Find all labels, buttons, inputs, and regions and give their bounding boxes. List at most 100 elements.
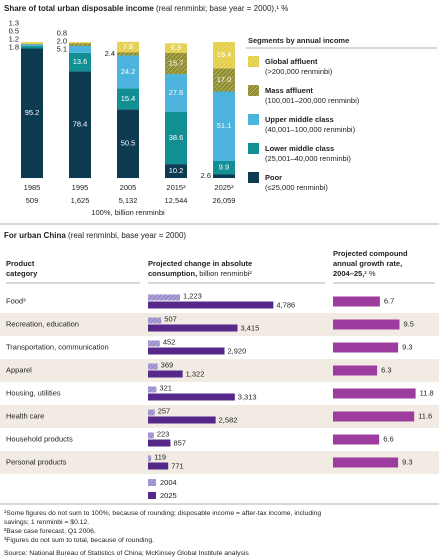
header: Projected compound: [333, 249, 408, 258]
value-label: 9.9: [219, 163, 229, 172]
legend-range: (>200,000 renminbi): [265, 67, 333, 76]
value-label: 369: [161, 360, 174, 369]
value-label: 1,322: [186, 369, 205, 378]
value-label: 507: [164, 314, 177, 323]
title: For urban China: [4, 231, 66, 240]
legend-swatch: [248, 143, 259, 154]
bar-segment: [213, 91, 235, 161]
value-label: 771: [171, 461, 184, 470]
value-label: 1.3: [9, 18, 19, 27]
footnote: ¹Some figures do not sum to 100%, becaus…: [4, 510, 321, 517]
x-tick-label: 1985: [24, 183, 41, 192]
legend-range: (≤25,000 renminbi): [265, 183, 328, 192]
header: Product: [6, 259, 35, 268]
value-label: 223: [157, 429, 170, 438]
growth-bar: [333, 434, 380, 445]
bar-2025: [148, 416, 216, 424]
row-band: [0, 451, 439, 474]
value-label: 1.2: [9, 34, 19, 43]
growth-bar: [333, 319, 400, 330]
growth-bar: [333, 411, 415, 422]
bar-segment: [21, 46, 43, 49]
legend-label: 2004: [160, 478, 177, 487]
hatch: [165, 52, 187, 75]
bar-2025: [148, 370, 183, 378]
growth-bar: [333, 365, 378, 376]
bar-segment: [21, 44, 43, 47]
row-band: [0, 405, 439, 428]
hatch: [248, 85, 259, 96]
total-label: 12,544: [165, 196, 188, 205]
value-label: 3,415: [240, 323, 259, 332]
category-label: Health care: [6, 411, 44, 420]
category-label: Recreation, education: [6, 319, 79, 328]
growth-bar: [333, 296, 380, 307]
category-label: Apparel: [6, 365, 32, 374]
hatch: [148, 294, 181, 301]
x-tick-label: 2025²: [214, 183, 234, 192]
legend-label: 2025: [160, 491, 177, 500]
bar-segment: [165, 164, 187, 178]
bar-segment: [21, 48, 43, 178]
source: Source: National Bureau of Statistics of…: [4, 550, 249, 557]
growth-label: 11.6: [418, 411, 432, 420]
growth-label: 9.3: [402, 457, 412, 466]
value-label: 321: [159, 383, 172, 392]
value-label: 51.1: [217, 121, 232, 130]
bar-segment: [213, 161, 235, 175]
growth-label: 9.5: [404, 319, 414, 328]
legend-label: Poor: [265, 173, 282, 182]
total-label: 5,132: [119, 196, 138, 205]
value-label: 119: [154, 452, 166, 461]
value-label: 7.6: [123, 42, 133, 51]
header-part: ² %: [364, 269, 376, 278]
header-part: billion renminbi²: [197, 269, 252, 278]
legend-swatch: [248, 114, 259, 125]
category-label: Food³: [6, 296, 26, 305]
value-label: 857: [173, 438, 186, 447]
value-label: 78.4: [73, 120, 88, 129]
hatch: [148, 363, 158, 370]
subtitle: (real renminbi; base year = 2000),¹ %: [154, 4, 289, 13]
growth-bar: [333, 388, 416, 399]
value-label: 2.4: [105, 49, 115, 58]
value-label: 10.2: [169, 166, 184, 175]
value-label: 24.2: [121, 67, 136, 76]
legend-swatch: [148, 492, 156, 499]
value-label: 15.7: [169, 58, 184, 67]
growth-label: 6.7: [384, 296, 394, 305]
legend-range: (25,001–40,000 renminbi): [265, 154, 351, 163]
category-label: Housing, utilities: [6, 388, 61, 397]
value-label: 1,223: [183, 291, 202, 300]
legend-swatch: [248, 172, 259, 183]
value-label: 2,920: [228, 346, 247, 355]
hatch: [148, 317, 162, 324]
header-part: 2004–25,: [333, 269, 364, 278]
growth-label: 11.8: [420, 388, 434, 397]
category-label: Household products: [6, 434, 73, 443]
totals-note: 100%, billion renminbi: [91, 208, 165, 217]
value-label: 257: [158, 406, 171, 415]
header: annual growth rate,: [333, 259, 402, 268]
value-label: 19.4: [217, 50, 232, 59]
bar-segment: [69, 45, 91, 53]
value-label: 1.8: [9, 42, 19, 51]
hatch: [148, 432, 154, 439]
growth-label: 9.3: [402, 342, 412, 351]
growth-label: 6.3: [381, 365, 391, 374]
bar-2025: [148, 393, 235, 401]
legend-range: (40,001–100,000 renminbi): [265, 125, 356, 134]
hatch: [21, 42, 43, 44]
header: consumption, billion renminbi²: [148, 269, 252, 278]
value-label: 2.0: [57, 36, 67, 45]
bar-segment: [69, 71, 91, 178]
title: Share of total urban disposable income: [4, 4, 154, 13]
value-label: 6.9: [171, 43, 181, 52]
value-label: 95.2: [25, 108, 40, 117]
legend-label: Lower middle class: [265, 144, 334, 153]
growth-bar: [333, 457, 399, 468]
value-label: 50.5: [121, 139, 136, 148]
value-label: 2.6: [201, 171, 211, 180]
legend-label: Global affluent: [265, 57, 318, 66]
